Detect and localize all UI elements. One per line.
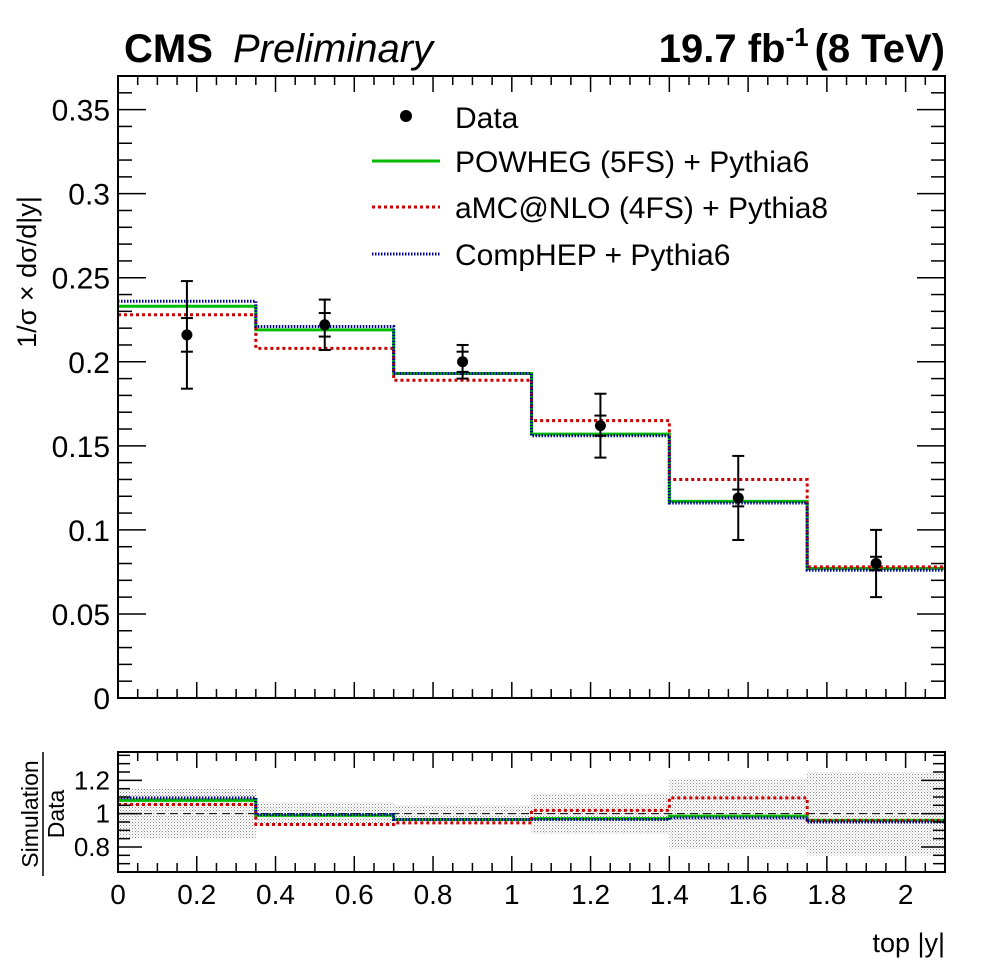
legend-marker-data: [400, 110, 412, 122]
x-tick-label: 1.4: [650, 879, 689, 910]
main-y-tick-label: 0.25: [52, 263, 110, 296]
data-point: [732, 454, 745, 541]
preliminary-label: Preliminary: [233, 27, 436, 71]
x-tick-label: 1.2: [571, 879, 610, 910]
data-point: [180, 280, 193, 390]
main-y-tick-label: 0.15: [52, 431, 110, 464]
main-series-line-1: [118, 313, 945, 569]
data-point: [870, 528, 883, 599]
data-point: [594, 392, 607, 459]
x-tick-label: 0.6: [335, 879, 374, 910]
ratio-y-denominator: Data: [43, 790, 69, 839]
lumi-exponent: -1: [785, 22, 808, 52]
data-marker: [870, 558, 882, 570]
main-y-tick-label: 0.2: [68, 347, 110, 380]
main-series-line-2: [118, 299, 945, 572]
main-y-tick-labels: 0 0.05 0.1 0.15 0.2 0.25 0.3 0.35: [52, 95, 110, 716]
data-marker: [732, 492, 744, 504]
data-marker: [319, 319, 331, 331]
main-series: [118, 299, 945, 572]
legend-label-powheg: POWHEG (5FS) + Pythia6: [455, 146, 809, 179]
legend-label-data: Data: [455, 102, 519, 135]
cms-label: CMS: [124, 27, 213, 71]
x-tick-label: 0: [110, 879, 126, 910]
x-tick-label: 1.8: [807, 879, 846, 910]
main-series-line-0: [118, 304, 945, 571]
legend-label-amcnlo: aMC@NLO (4FS) + Pythia8: [455, 192, 828, 225]
ratio-plot-frame: [117, 751, 946, 873]
ratio-series: [118, 796, 945, 826]
main-y-axis-title: 1/σ × dσ/d|y|: [12, 196, 42, 348]
data-marker: [181, 329, 193, 341]
ratio-series-line-2: [118, 796, 945, 824]
data-point: [318, 298, 331, 352]
main-y-tick-label: 0.3: [68, 179, 110, 212]
ratio-y-tick-label: 1: [96, 799, 110, 829]
x-tick-label: 0.4: [256, 879, 295, 910]
x-tick-label: 0.2: [177, 879, 216, 910]
ratio-y-numerator: Simulation: [17, 760, 43, 867]
lumi-label: 19.7 fb-1 (8 TeV): [659, 22, 945, 71]
legend-label-comphep: CompHEP + Pythia6: [455, 239, 730, 272]
ratio-y-tick-label: 0.8: [74, 832, 110, 862]
energy-label: (8 TeV): [815, 27, 945, 71]
main-y-tick-label: 0.1: [68, 515, 110, 548]
ratio-y-tick-label: 1.2: [74, 765, 110, 795]
data-marker: [594, 420, 606, 432]
main-y-tick-label: 0.35: [52, 95, 110, 128]
x-tick-labels: 0 0.2 0.4 0.6 0.8 1 1.2 1.4 1.6 1.8 2: [110, 879, 913, 910]
x-axis-title: top |y|: [872, 928, 945, 958]
ratio-y-axis-title: Simulation Data: [17, 752, 69, 876]
main-plot-frame: [117, 75, 946, 699]
legend: Data POWHEG (5FS) + Pythia6 aMC@NLO (4FS…: [372, 102, 828, 272]
ratio-y-tick-labels: 0.81 1.2: [74, 765, 110, 862]
x-tick-label: 0.8: [414, 879, 453, 910]
x-tick-label: 1: [504, 879, 520, 910]
x-tick-label: 1.6: [729, 879, 768, 910]
main-y-tick-label: 0: [93, 683, 110, 716]
ratio-series-line-1: [118, 796, 945, 826]
data-point: [456, 343, 469, 380]
data-marker: [457, 356, 469, 368]
main-y-tick-label: 0.05: [52, 599, 110, 632]
x-tick-label: 2: [898, 879, 914, 910]
main-axis-ticks: [117, 75, 946, 699]
lumi-value: 19.7 fb: [659, 27, 786, 71]
main-data-points: [180, 280, 883, 599]
